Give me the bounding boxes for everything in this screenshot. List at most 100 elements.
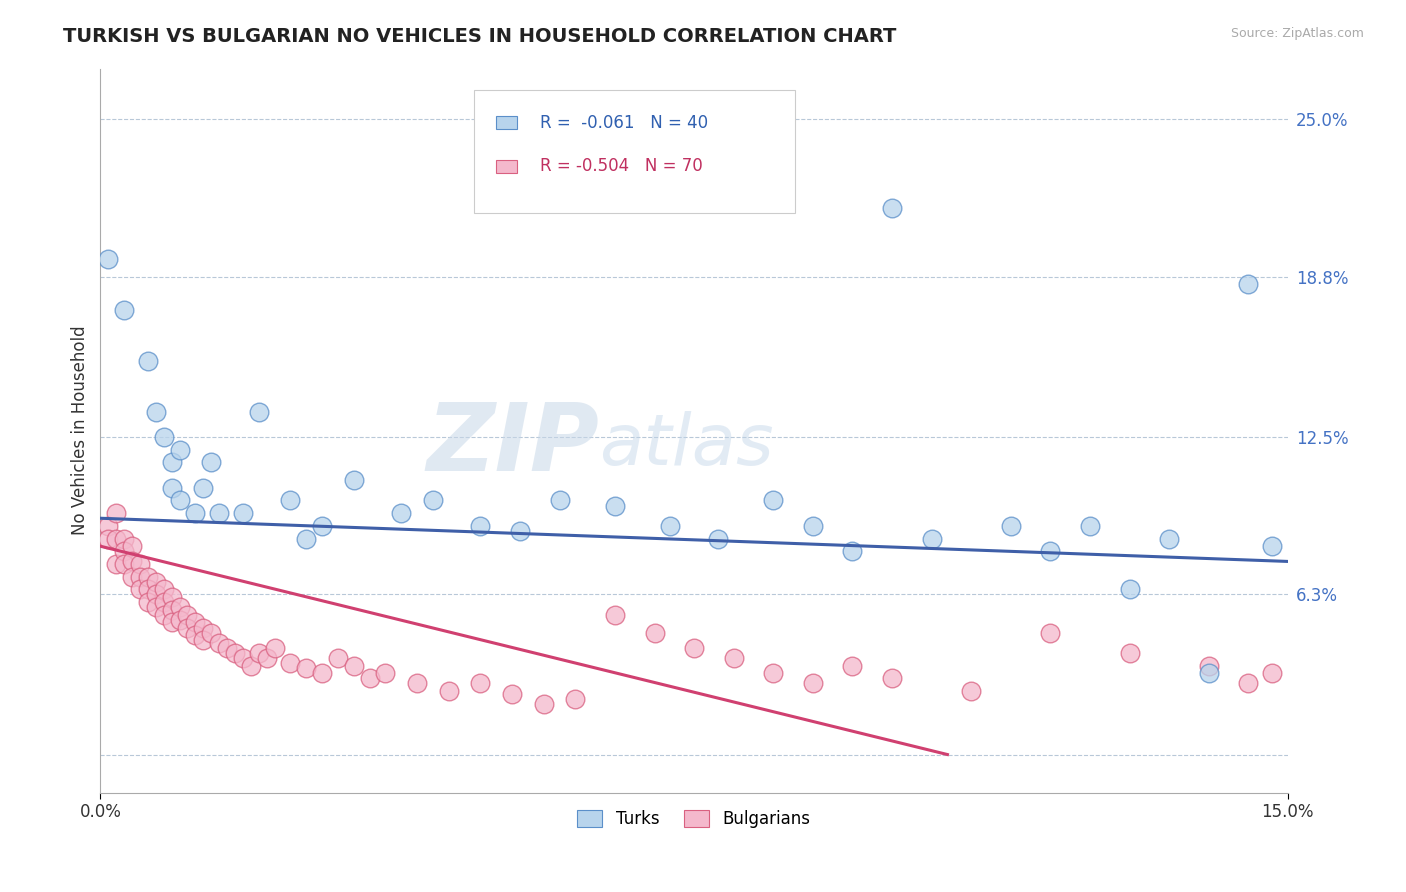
- Point: [1237, 277, 1260, 292]
- Point: [160, 590, 183, 604]
- Point: [129, 570, 152, 584]
- Point: [801, 676, 824, 690]
- Point: [232, 651, 254, 665]
- Point: [224, 646, 246, 660]
- Text: Source: ZipAtlas.com: Source: ZipAtlas.com: [1230, 27, 1364, 40]
- Point: [374, 666, 396, 681]
- Point: [311, 519, 333, 533]
- Text: ZIP: ZIP: [426, 399, 599, 491]
- Point: [841, 658, 863, 673]
- Point: [762, 493, 785, 508]
- Point: [1118, 582, 1140, 597]
- Point: [152, 607, 174, 622]
- Point: [509, 524, 531, 538]
- Point: [121, 554, 143, 568]
- Point: [406, 676, 429, 690]
- Point: [232, 506, 254, 520]
- Point: [169, 442, 191, 457]
- Point: [880, 671, 903, 685]
- Point: [112, 557, 135, 571]
- Point: [389, 506, 412, 520]
- Text: TURKISH VS BULGARIAN NO VEHICLES IN HOUSEHOLD CORRELATION CHART: TURKISH VS BULGARIAN NO VEHICLES IN HOUS…: [63, 27, 897, 45]
- Point: [169, 600, 191, 615]
- Point: [160, 481, 183, 495]
- Point: [470, 676, 492, 690]
- Point: [1039, 625, 1062, 640]
- Point: [208, 636, 231, 650]
- Point: [184, 615, 207, 630]
- Point: [801, 519, 824, 533]
- Point: [723, 651, 745, 665]
- Point: [548, 493, 571, 508]
- Text: R = -0.504   N = 70: R = -0.504 N = 70: [540, 157, 703, 176]
- Point: [145, 574, 167, 589]
- Point: [136, 582, 159, 597]
- Point: [326, 651, 349, 665]
- FancyBboxPatch shape: [496, 160, 517, 173]
- Point: [121, 570, 143, 584]
- Point: [960, 684, 983, 698]
- Point: [603, 607, 626, 622]
- Point: [97, 519, 120, 533]
- Point: [1039, 544, 1062, 558]
- Point: [136, 353, 159, 368]
- Point: [112, 302, 135, 317]
- Point: [208, 506, 231, 520]
- Point: [152, 595, 174, 609]
- Point: [470, 519, 492, 533]
- Point: [247, 404, 270, 418]
- FancyBboxPatch shape: [496, 116, 517, 129]
- Point: [1198, 666, 1220, 681]
- Point: [762, 666, 785, 681]
- Point: [160, 603, 183, 617]
- Point: [129, 557, 152, 571]
- Point: [263, 640, 285, 655]
- Point: [97, 252, 120, 266]
- Point: [145, 404, 167, 418]
- Point: [280, 656, 302, 670]
- Point: [112, 544, 135, 558]
- Point: [437, 684, 460, 698]
- Point: [1118, 646, 1140, 660]
- Point: [841, 544, 863, 558]
- Point: [707, 532, 730, 546]
- Point: [533, 697, 555, 711]
- Point: [501, 687, 523, 701]
- Point: [193, 481, 215, 495]
- Point: [239, 658, 262, 673]
- Point: [176, 607, 198, 622]
- Point: [880, 201, 903, 215]
- Point: [169, 493, 191, 508]
- Point: [603, 499, 626, 513]
- Point: [1078, 519, 1101, 533]
- Point: [193, 633, 215, 648]
- Y-axis label: No Vehicles in Household: No Vehicles in Household: [72, 326, 89, 535]
- Text: R =  -0.061   N = 40: R = -0.061 N = 40: [540, 114, 707, 132]
- Point: [247, 646, 270, 660]
- Point: [160, 455, 183, 469]
- Point: [659, 519, 682, 533]
- Point: [160, 615, 183, 630]
- Point: [176, 620, 198, 634]
- Point: [193, 620, 215, 634]
- Point: [1261, 539, 1284, 553]
- Point: [129, 582, 152, 597]
- Point: [1000, 519, 1022, 533]
- Point: [311, 666, 333, 681]
- Point: [1198, 658, 1220, 673]
- Point: [295, 532, 318, 546]
- Point: [564, 691, 586, 706]
- Point: [256, 651, 278, 665]
- Point: [136, 595, 159, 609]
- Point: [152, 582, 174, 597]
- Point: [145, 600, 167, 615]
- Point: [200, 455, 222, 469]
- Point: [343, 473, 366, 487]
- Point: [105, 506, 128, 520]
- Point: [112, 532, 135, 546]
- Point: [184, 506, 207, 520]
- Point: [136, 570, 159, 584]
- Point: [184, 628, 207, 642]
- Point: [921, 532, 943, 546]
- Point: [1237, 676, 1260, 690]
